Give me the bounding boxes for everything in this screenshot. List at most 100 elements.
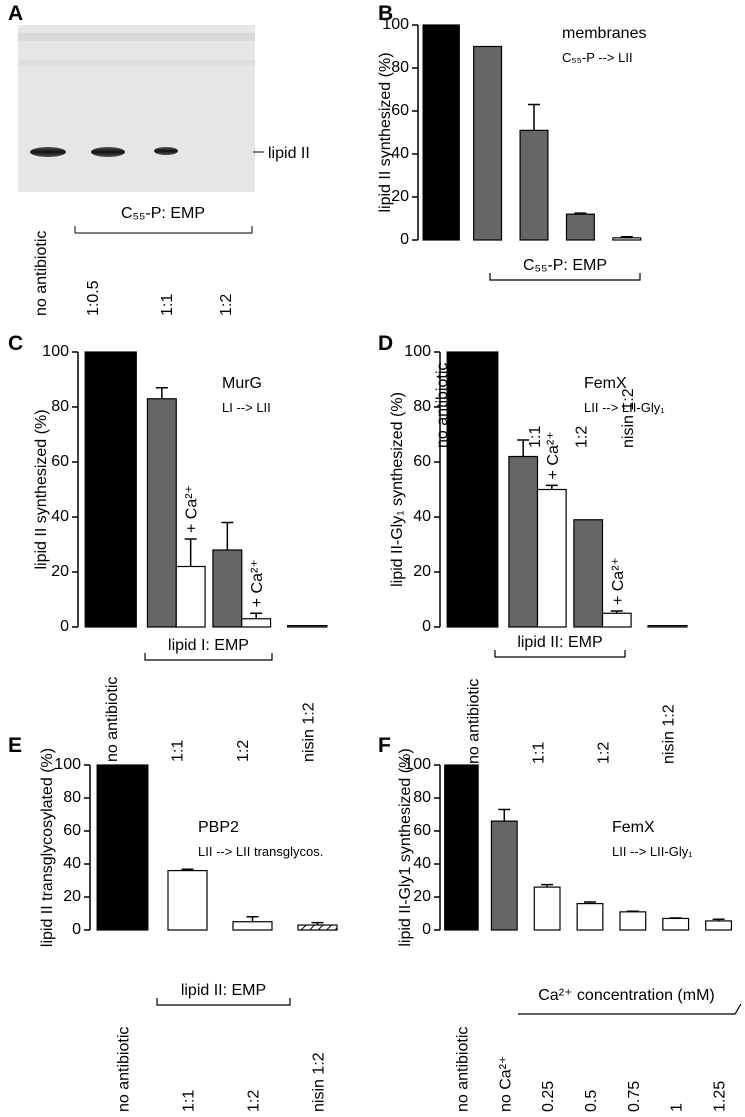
bar	[619, 911, 647, 931]
x-tick-label: 0.5	[583, 1090, 600, 1112]
error-bar	[250, 612, 263, 619]
bar	[241, 618, 272, 628]
band-label: lipid II	[268, 145, 310, 162]
lane-label: no antibiotic	[33, 231, 50, 316]
x-tick-label: 1:1	[169, 740, 186, 762]
y-tick-label: 40	[51, 508, 69, 525]
panel-letter: B	[378, 2, 393, 25]
error-bar	[545, 484, 558, 490]
y-tick-label: 80	[51, 398, 69, 415]
x-tick-label: no antibiotic	[454, 1027, 471, 1112]
error-bar	[155, 387, 168, 399]
x-tick-label: no antibiotic	[116, 1027, 133, 1112]
x-tick-label: nisin 1:2	[300, 702, 317, 762]
bar	[647, 625, 688, 628]
bracket	[74, 226, 253, 234]
bracket	[494, 650, 626, 658]
bar	[490, 820, 518, 931]
error-bar	[184, 538, 197, 567]
y-tick-label: 20	[413, 888, 431, 905]
x-tick-label: 1:2	[235, 740, 252, 762]
y-tick-label: 100	[54, 756, 81, 773]
y-tick-label: 20	[391, 188, 409, 205]
bar	[84, 351, 137, 628]
panel-a: A lipid II C₅₅-P: EMP no antibiotic 1:0.…	[8, 2, 310, 316]
x-tick-label: 1	[669, 1103, 686, 1112]
x-tick-label: nisin 1:2	[311, 1052, 328, 1112]
bar	[565, 213, 595, 241]
y-tick-label: 0	[72, 921, 81, 938]
x-tick-label: 1:2	[596, 742, 613, 764]
panel-letter: A	[8, 2, 23, 25]
x-tick-label: 1:2	[573, 426, 590, 448]
bracket-label: lipid I: EMP	[168, 637, 249, 654]
bar	[422, 24, 460, 241]
annotation: LII --> LII-Gly₁	[584, 400, 665, 415]
bracket-label: Ca²⁺ concentration (mM)	[538, 987, 715, 1004]
panel-letter: C	[8, 332, 23, 355]
y-tick-label: 100	[382, 16, 409, 33]
gel-smear	[18, 33, 255, 41]
bar	[297, 924, 338, 931]
error-bar	[528, 103, 540, 131]
bar	[705, 920, 733, 931]
annotation: C₅₅-P --> LII	[562, 50, 633, 65]
panel-letter: F	[378, 734, 391, 757]
bar	[601, 612, 632, 628]
y-axis-label: lipid II synthesized (%)	[377, 52, 394, 212]
x-tick-label: nisin 1:2	[620, 388, 637, 448]
bracket	[156, 998, 291, 1006]
x-tick-label: nisin 1:2	[661, 704, 678, 764]
error-bar	[626, 910, 639, 912]
bar	[232, 921, 273, 931]
y-tick-label: 0	[60, 618, 69, 635]
bar	[167, 869, 208, 931]
bar	[212, 549, 243, 628]
gel-smear	[18, 60, 255, 66]
bar	[662, 917, 690, 931]
bar	[96, 764, 149, 931]
bar	[576, 902, 604, 931]
error-bar	[574, 212, 587, 215]
gel-band	[91, 147, 125, 157]
y-tick-label: 80	[413, 398, 431, 415]
lane-label: 1:1	[159, 294, 176, 316]
y-tick-label: 100	[404, 756, 431, 773]
y-axis-label: lipid II-Gly₁ synthesized (%)	[389, 392, 406, 587]
error-bar	[517, 439, 530, 457]
y-tick-label: 100	[42, 343, 69, 360]
bar	[519, 129, 549, 241]
y-tick-label: 60	[413, 453, 431, 470]
annotation: membranes	[562, 25, 646, 42]
bar	[533, 886, 561, 931]
y-axis-label: lipid II synthesized (%)	[33, 409, 50, 569]
x-tick-label: no antibiotic	[466, 679, 483, 764]
bar-label: + Ca²⁺	[249, 559, 266, 607]
y-tick-label: 60	[51, 453, 69, 470]
x-tick-label: no antibiotic	[104, 677, 121, 762]
bar	[287, 625, 328, 628]
y-tick-label: 20	[51, 563, 69, 580]
y-tick-label: 40	[63, 855, 81, 872]
y-tick-label: 20	[63, 888, 81, 905]
bar-label: + Ca²⁺	[610, 557, 627, 605]
bar	[612, 237, 642, 241]
bar	[473, 45, 503, 241]
lane-label: 1:0.5	[85, 280, 102, 316]
annotation: FemX	[612, 819, 655, 836]
annotation: MurG	[222, 375, 262, 392]
gel-band	[30, 147, 66, 157]
bracket-label: lipid II: EMP	[517, 634, 602, 651]
panel-letter: D	[378, 332, 393, 355]
bar	[508, 455, 539, 628]
wedge	[518, 1003, 742, 1015]
y-tick-label: 40	[413, 508, 431, 525]
bracket	[489, 273, 641, 281]
error-bar	[610, 610, 623, 614]
error-bar	[311, 921, 324, 926]
x-tick-label: 1.25	[712, 1081, 729, 1112]
error-bar	[498, 808, 511, 822]
bar-label: + Ca²⁺	[545, 431, 562, 479]
annotation: LII --> LII-Gly₁	[612, 844, 693, 859]
x-tick-label: 1:1	[531, 742, 548, 764]
